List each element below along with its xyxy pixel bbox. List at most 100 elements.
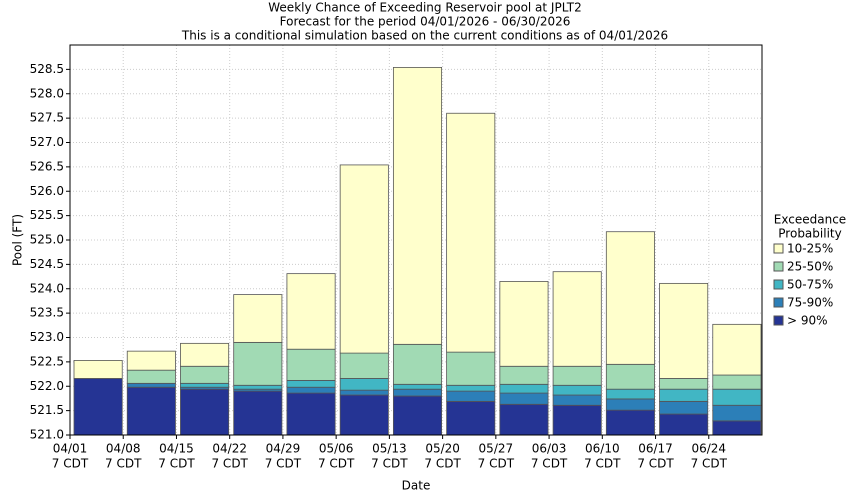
bar-segment xyxy=(286,386,336,394)
bar-segment xyxy=(605,388,655,400)
x-tick-sublabel: 7 CDT xyxy=(265,457,302,471)
bar-segment xyxy=(339,378,389,391)
x-tick-label: 06/17 xyxy=(638,442,673,456)
bar-segment xyxy=(126,386,176,436)
bar-segment xyxy=(605,409,655,436)
y-tick-label: 525.0 xyxy=(30,233,64,247)
bar-segment xyxy=(552,365,602,386)
bar-segment xyxy=(180,382,230,388)
bar-segment xyxy=(180,342,230,367)
bar-segment xyxy=(712,374,762,390)
x-tick-label: 06/24 xyxy=(691,442,726,456)
bar-segment xyxy=(605,398,655,411)
bar-segment xyxy=(552,404,602,436)
bar-segment xyxy=(286,348,336,381)
bar-segment xyxy=(339,164,389,354)
y-tick-label: 524.5 xyxy=(30,257,64,271)
bar-segment xyxy=(233,341,283,386)
y-tick-label: 524.0 xyxy=(30,281,64,295)
bar-segment xyxy=(605,363,655,390)
bar-segment xyxy=(552,384,602,396)
x-tick-label: 05/06 xyxy=(319,442,354,456)
x-tick-sublabel: 7 CDT xyxy=(211,457,248,471)
y-axis-label: Pool (FT) xyxy=(11,214,25,266)
bar-segment xyxy=(446,400,496,436)
legend-title: Probability xyxy=(778,227,841,241)
legend-title: Exceedance xyxy=(774,213,846,227)
bar-segment xyxy=(392,67,443,345)
bar-segment xyxy=(659,282,709,379)
y-tick-label: 526.5 xyxy=(30,159,64,173)
bar-segment xyxy=(233,384,283,390)
bar-segment xyxy=(126,382,176,388)
bar-segment xyxy=(73,360,123,379)
x-tick-sublabel: 7 CDT xyxy=(584,457,621,471)
x-tick-sublabel: 7 CDT xyxy=(105,457,142,471)
bar-segment xyxy=(605,231,655,365)
x-tick-sublabel: 7 CDT xyxy=(637,457,674,471)
y-tick-label: 521.5 xyxy=(30,403,64,417)
legend-swatch xyxy=(773,243,784,254)
bar-segment xyxy=(392,383,443,390)
x-tick-label: 04/29 xyxy=(266,442,301,456)
bar-segment xyxy=(339,389,389,396)
bar-segment xyxy=(659,400,709,415)
bar-segment xyxy=(180,365,230,384)
y-tick-label: 523.0 xyxy=(30,330,64,344)
y-tick-label: 522.0 xyxy=(30,379,64,393)
y-tick-label: 526.0 xyxy=(30,184,64,198)
bar-segment xyxy=(659,378,709,390)
x-tick-label: 05/13 xyxy=(372,442,407,456)
x-tick-sublabel: 7 CDT xyxy=(371,457,408,471)
y-tick-label: 523.5 xyxy=(30,306,64,320)
x-tick-sublabel: 7 CDT xyxy=(424,457,461,471)
y-tick-label: 527.5 xyxy=(30,111,64,125)
bar-segment xyxy=(286,379,336,388)
legend-label: 10-25% xyxy=(787,242,833,256)
bar-segment xyxy=(392,388,443,397)
bar-segment xyxy=(552,394,602,406)
x-tick-sublabel: 7 CDT xyxy=(691,457,728,471)
bar-segment xyxy=(446,112,496,353)
x-tick-label: 04/22 xyxy=(212,442,247,456)
y-tick-label: 527.0 xyxy=(30,135,64,149)
bar-segment xyxy=(499,281,549,367)
bar-segment xyxy=(233,294,283,343)
legend-label: 25-50% xyxy=(787,260,833,274)
bar-segment xyxy=(712,323,762,376)
bar-segment xyxy=(339,394,389,436)
bar-segment xyxy=(499,383,549,394)
legend-label: 50-75% xyxy=(787,278,833,292)
bar-segment xyxy=(712,404,762,422)
y-tick-label: 528.5 xyxy=(30,62,64,76)
bar-segment xyxy=(392,343,443,385)
bar-segment xyxy=(446,384,496,392)
x-axis-label: Date xyxy=(402,479,431,493)
chart-subtitle: Forecast for the period 04/01/2026 - 06/… xyxy=(280,15,571,29)
bar-segment xyxy=(659,413,709,436)
x-tick-label: 05/27 xyxy=(479,442,514,456)
legend-swatch xyxy=(773,297,784,308)
x-tick-sublabel: 7 CDT xyxy=(531,457,568,471)
bar-segment xyxy=(286,273,336,350)
x-tick-label: 06/03 xyxy=(532,442,567,456)
x-tick-sublabel: 7 CDT xyxy=(478,457,515,471)
bar-segment xyxy=(73,378,123,436)
legend-label: > 90% xyxy=(787,314,828,328)
bar-segment xyxy=(712,388,762,406)
bar-segment xyxy=(552,271,602,367)
chart-title: Weekly Chance of Exceeding Reservoir poo… xyxy=(268,1,581,15)
y-tick-label: 528.0 xyxy=(30,86,64,100)
bar-segment xyxy=(126,350,176,371)
bar-segment xyxy=(339,352,389,379)
x-tick-sublabel: 7 CDT xyxy=(318,457,355,471)
bar-segment xyxy=(392,395,443,436)
legend-swatch xyxy=(773,261,784,272)
x-tick-sublabel: 7 CDT xyxy=(52,457,89,471)
x-tick-label: 05/20 xyxy=(425,442,460,456)
bar-segment xyxy=(659,388,709,402)
plot-border xyxy=(69,44,763,436)
chart-note: This is a conditional simulation based o… xyxy=(181,29,668,43)
legend-swatch xyxy=(773,279,784,290)
y-tick-label: 521.0 xyxy=(30,428,64,442)
